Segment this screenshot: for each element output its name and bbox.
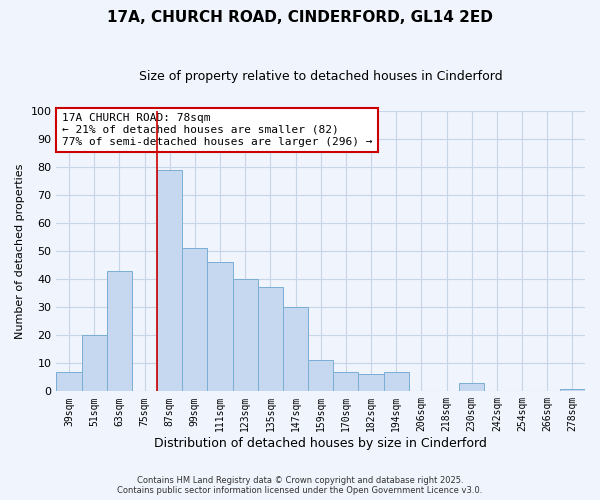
Bar [157, 170, 182, 392]
Bar [358, 374, 383, 392]
Bar [560, 388, 585, 392]
Bar [56, 372, 82, 392]
Text: 17A CHURCH ROAD: 78sqm
← 21% of detached houses are smaller (82)
77% of semi-det: 17A CHURCH ROAD: 78sqm ← 21% of detached… [62, 114, 372, 146]
Bar [82, 335, 107, 392]
Text: 17A, CHURCH ROAD, CINDERFORD, GL14 2ED: 17A, CHURCH ROAD, CINDERFORD, GL14 2ED [107, 10, 493, 25]
X-axis label: Distribution of detached houses by size in Cinderford: Distribution of detached houses by size … [154, 437, 487, 450]
Bar [459, 383, 484, 392]
Bar [258, 288, 283, 392]
Title: Size of property relative to detached houses in Cinderford: Size of property relative to detached ho… [139, 70, 503, 83]
Bar [107, 270, 132, 392]
Bar [283, 307, 308, 392]
Bar [308, 360, 333, 392]
Bar [233, 279, 258, 392]
Bar [383, 372, 409, 392]
Bar [333, 372, 358, 392]
Bar [208, 262, 233, 392]
Bar [182, 248, 208, 392]
Y-axis label: Number of detached properties: Number of detached properties [15, 164, 25, 338]
Text: Contains HM Land Registry data © Crown copyright and database right 2025.
Contai: Contains HM Land Registry data © Crown c… [118, 476, 482, 495]
